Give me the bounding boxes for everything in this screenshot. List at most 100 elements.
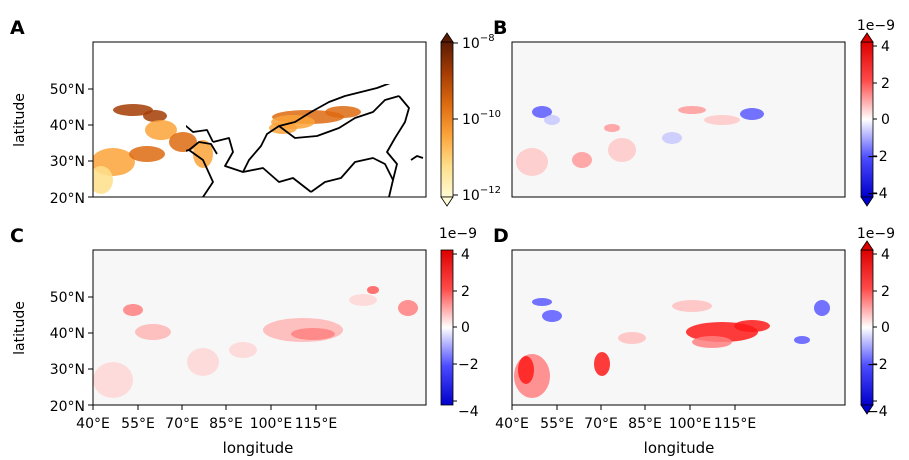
field-patch	[678, 106, 706, 114]
y-tick-label: 30°N	[50, 362, 85, 378]
field-patch	[814, 300, 830, 316]
x-axis-ticks: 40°E 55°E 70°E 85°E 100°E 115°E	[495, 405, 756, 432]
country-border	[242, 84, 391, 173]
field-patch	[129, 146, 165, 162]
colorbar-bar	[440, 41, 454, 198]
field-patch	[794, 336, 810, 344]
field-patch	[662, 132, 682, 144]
map-area	[511, 41, 846, 198]
map-frame	[92, 249, 427, 406]
field-patch	[398, 300, 418, 316]
field-patch	[229, 342, 257, 358]
field-patch	[572, 152, 592, 168]
map-area	[92, 249, 427, 406]
map-background	[512, 42, 845, 197]
colorbar-tick-label: −4	[867, 404, 888, 420]
colorbar-tick-label: −4	[458, 404, 479, 420]
colorbar-extend-top	[440, 32, 454, 43]
colorbar-extend-bottom	[860, 196, 874, 207]
field-patch	[349, 294, 377, 306]
colorbar-bar	[860, 249, 874, 406]
panel-letter: B	[493, 17, 507, 39]
colorbar: 1e−9 4 2 0 −2 −4	[439, 226, 479, 420]
colorbar-tick-label: 4	[881, 39, 890, 55]
colorbar-offset: 1e−9	[439, 226, 477, 242]
panel-letter: C	[10, 225, 24, 247]
data-field	[514, 298, 830, 398]
country-border	[188, 141, 218, 155]
x-axis-label: longitude	[223, 439, 294, 457]
y-axis-label: latitude	[12, 93, 28, 147]
colorbar-tick-label: 0	[461, 320, 470, 336]
y-tick-label: 50°N	[50, 82, 85, 98]
country-border	[278, 95, 400, 139]
colorbar-offset: 1e−9	[857, 18, 895, 34]
x-tick-label: 115°E	[295, 416, 338, 432]
field-patch	[193, 140, 213, 168]
colorbar-bar	[860, 41, 874, 198]
field-patch	[672, 300, 712, 312]
field-patch	[532, 106, 552, 118]
x-tick-label: 55°E	[121, 416, 155, 432]
country-border	[186, 149, 214, 198]
field-patch	[740, 108, 764, 120]
y-tick-label: 50°N	[50, 290, 85, 306]
y-tick-label: 40°N	[50, 118, 85, 134]
field-patch	[734, 320, 770, 332]
map-area	[511, 249, 846, 406]
panel-letter: A	[10, 17, 25, 39]
x-tick-label: 40°E	[76, 416, 110, 432]
field-patch	[113, 104, 153, 116]
colorbar-tick-label: 10−10	[462, 109, 501, 128]
field-patch	[291, 328, 335, 340]
map-frame	[511, 41, 846, 198]
field-patch	[187, 348, 219, 376]
y-tick-label: 20°N	[50, 399, 85, 415]
field-patch	[608, 138, 636, 162]
field-patch	[542, 310, 562, 322]
colorbar: 1e−9 4 2 0 −2 −4	[857, 226, 895, 420]
country-border	[410, 155, 424, 161]
x-tick-label: 40°E	[495, 416, 529, 432]
field-patch	[93, 166, 113, 194]
data-field	[93, 286, 418, 398]
y-axis-ticks: 50°N 40°N 30°N 20°N	[50, 290, 93, 415]
x-tick-label: 115°E	[714, 416, 757, 432]
y-tick-label: 20°N	[50, 191, 85, 207]
y-axis-label: latitude	[12, 301, 28, 355]
colorbar: 1e−9 4 2 0 −2 −4	[857, 18, 895, 207]
colorbar-tick-label: 2	[461, 284, 470, 300]
country-border	[186, 124, 214, 143]
country-borders	[186, 84, 424, 198]
y-tick-label: 40°N	[50, 326, 85, 342]
colorbar-tick-label: 10−12	[462, 185, 501, 204]
colorbar-bar	[440, 249, 454, 406]
field-patch	[135, 324, 171, 340]
field-patch	[618, 332, 646, 344]
field-patch	[325, 106, 361, 118]
field-patch	[143, 110, 167, 122]
field-patch	[704, 115, 740, 125]
y-axis-ticks: 50°N 40°N 30°N 20°N	[50, 82, 93, 207]
x-axis-ticks: 40°E 55°E 70°E 85°E 100°E 115°E	[76, 405, 337, 432]
colorbar-extend-bottom	[860, 404, 874, 415]
field-patch	[544, 115, 560, 125]
map-background	[512, 250, 845, 405]
x-tick-label: 85°E	[209, 416, 243, 432]
colorbar-tick-label: −2	[458, 357, 479, 373]
colorbar-extend-bottom	[440, 196, 454, 207]
colorbar-tick-label: 4	[881, 247, 890, 263]
x-axis-label: longitude	[644, 439, 715, 457]
field-patch	[604, 124, 620, 132]
panel-letter: D	[493, 225, 509, 247]
country-border	[310, 157, 394, 198]
x-tick-label: 100°E	[669, 416, 712, 432]
field-patch	[145, 120, 177, 140]
data-field	[516, 106, 764, 176]
map-background	[93, 42, 426, 197]
colorbar: 10−8 10−10 10−12	[440, 32, 501, 207]
map-frame	[92, 41, 427, 198]
field-patch	[367, 286, 379, 294]
field-patch	[594, 352, 610, 376]
panel-d: D 40°E 55°E 70°E 85°E 100°E 115°E longit…	[493, 225, 895, 457]
